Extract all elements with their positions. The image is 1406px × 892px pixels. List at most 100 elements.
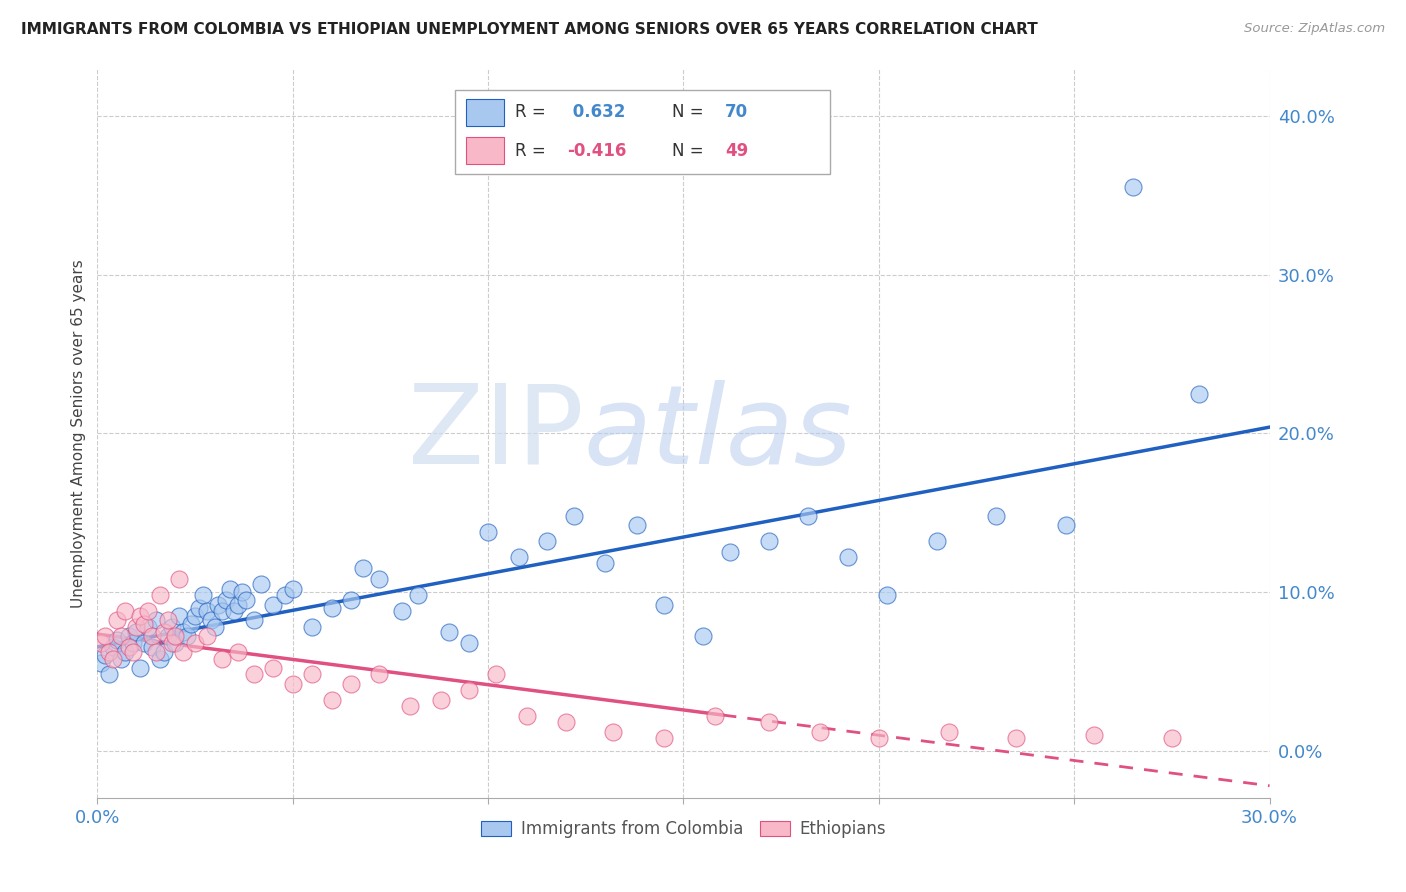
Point <box>125 620 148 634</box>
Point <box>457 636 479 650</box>
Point <box>235 593 257 607</box>
Text: IMMIGRANTS FROM COLOMBIA VS ETHIOPIAN UNEMPLOYMENT AMONG SENIORS OVER 65 YEARS C: IMMIGRANTS FROM COLOMBIA VS ETHIOPIAN UN… <box>21 22 1038 37</box>
Point <box>1083 728 1105 742</box>
Point <box>555 714 578 729</box>
Point <box>430 693 453 707</box>
Text: atlas: atlas <box>583 380 852 487</box>
Point <box>927 534 949 549</box>
Point <box>110 629 132 643</box>
Point <box>121 636 143 650</box>
Point <box>231 585 253 599</box>
Point <box>134 616 156 631</box>
Point <box>204 620 226 634</box>
Point <box>114 604 136 618</box>
Point <box>1054 518 1077 533</box>
Point <box>165 629 187 643</box>
Point <box>652 731 675 745</box>
Point <box>718 545 741 559</box>
Point <box>117 629 139 643</box>
Point <box>149 651 172 665</box>
Point <box>129 608 152 623</box>
Point <box>184 636 207 650</box>
Point <box>876 588 898 602</box>
Point <box>837 549 859 564</box>
Point <box>352 561 374 575</box>
Point <box>321 600 343 615</box>
Point <box>195 604 218 618</box>
Point <box>340 677 363 691</box>
Point <box>141 640 163 655</box>
Point <box>176 629 198 643</box>
Point <box>101 651 124 665</box>
Point <box>262 661 284 675</box>
Point <box>219 582 242 596</box>
Point <box>90 657 112 671</box>
Point <box>868 731 890 745</box>
Point <box>437 624 460 639</box>
Point <box>105 632 128 647</box>
Point <box>187 600 209 615</box>
Point <box>562 508 585 523</box>
Point <box>184 608 207 623</box>
Point <box>399 699 422 714</box>
Point <box>160 620 183 634</box>
Point <box>626 518 648 533</box>
Point <box>340 593 363 607</box>
Text: Source: ZipAtlas.com: Source: ZipAtlas.com <box>1244 22 1385 36</box>
Point <box>129 661 152 675</box>
Point <box>172 624 194 639</box>
Point <box>110 651 132 665</box>
Point <box>692 629 714 643</box>
Point <box>758 534 780 549</box>
Point <box>367 572 389 586</box>
Point <box>281 677 304 691</box>
Legend: Immigrants from Colombia, Ethiopians: Immigrants from Colombia, Ethiopians <box>474 814 893 845</box>
Point <box>172 645 194 659</box>
Point <box>165 636 187 650</box>
Point <box>242 614 264 628</box>
Point <box>145 645 167 659</box>
Point <box>169 608 191 623</box>
Point <box>808 724 831 739</box>
Point <box>134 636 156 650</box>
Point <box>105 614 128 628</box>
Point <box>1160 731 1182 745</box>
Point <box>602 724 624 739</box>
Point <box>149 588 172 602</box>
Y-axis label: Unemployment Among Seniors over 65 years: Unemployment Among Seniors over 65 years <box>72 259 86 607</box>
Point <box>457 683 479 698</box>
Point <box>262 598 284 612</box>
Point <box>226 645 249 659</box>
Point <box>508 549 530 564</box>
Point <box>301 620 323 634</box>
Point <box>274 588 297 602</box>
Point <box>1004 731 1026 745</box>
Point <box>477 524 499 539</box>
Point <box>125 624 148 639</box>
Point <box>516 708 538 723</box>
Point <box>485 667 508 681</box>
Point <box>94 648 117 663</box>
Point <box>136 620 159 634</box>
Text: ZIP: ZIP <box>408 380 583 487</box>
Point <box>117 640 139 655</box>
Point <box>226 598 249 612</box>
Point <box>211 604 233 618</box>
Point <box>121 645 143 659</box>
Point <box>595 557 617 571</box>
Point <box>90 636 112 650</box>
Point <box>703 708 725 723</box>
Point <box>180 616 202 631</box>
Point <box>1122 180 1144 194</box>
Point <box>98 667 121 681</box>
Point <box>938 724 960 739</box>
Point <box>200 614 222 628</box>
Point <box>536 534 558 549</box>
Point <box>160 636 183 650</box>
Point <box>250 577 273 591</box>
Point <box>367 667 389 681</box>
Point <box>391 604 413 618</box>
Point <box>136 604 159 618</box>
Point <box>141 629 163 643</box>
Point <box>1188 386 1211 401</box>
